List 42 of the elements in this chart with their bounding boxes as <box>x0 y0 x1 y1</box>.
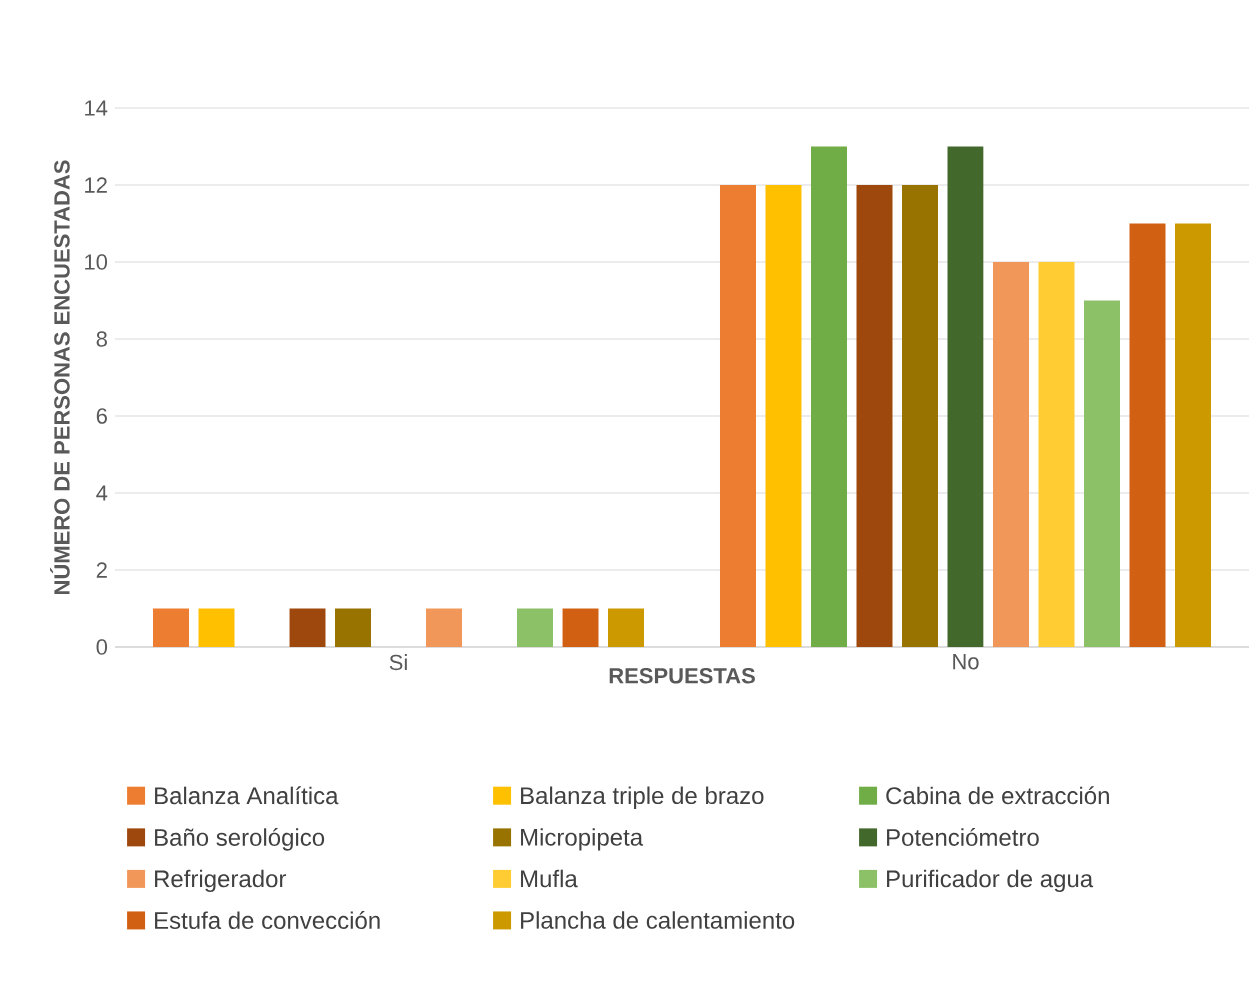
bar <box>765 184 802 647</box>
bar <box>947 146 984 647</box>
bar <box>1084 300 1120 647</box>
y-axis-title: NÚMERO DE PERSONAS ENCUESTADAS <box>50 160 70 594</box>
y-tick-label: 8 <box>96 331 107 347</box>
bar <box>1038 261 1075 647</box>
legend-label: Baño serológico <box>155 828 325 851</box>
bar <box>1129 223 1166 647</box>
legend-label: Estufa de convección <box>155 911 380 929</box>
legend-label: Mufla <box>521 869 578 888</box>
legend-label: Potenciómetro <box>887 828 1039 846</box>
bar <box>198 608 235 647</box>
bar <box>720 184 756 647</box>
bar <box>153 608 190 647</box>
bar <box>335 608 371 647</box>
bar <box>562 608 599 647</box>
legend-label: Refrigerador <box>155 869 287 893</box>
y-tick-label: 10 <box>85 254 108 270</box>
bar <box>426 608 462 647</box>
legend-label: Cabina de extracción <box>886 786 1109 805</box>
legend-label: Plancha de calentamiento <box>521 911 795 929</box>
bar <box>811 146 847 647</box>
bar <box>289 608 326 647</box>
bar <box>608 608 644 647</box>
legend-label: Micropipeta <box>521 828 644 851</box>
x-axis-title: RESPUESTAS <box>609 667 755 684</box>
y-tick-label: 12 <box>85 177 107 193</box>
x-tick-label: No <box>953 654 979 670</box>
legend-label: Balanza Analítica <box>155 786 339 805</box>
bar <box>517 608 553 647</box>
y-tick-label: 6 <box>96 408 107 424</box>
bar <box>1175 223 1211 647</box>
legend-label: Purificador de agua <box>887 869 1094 893</box>
bar <box>856 184 893 647</box>
y-tick-label: 4 <box>96 485 108 501</box>
bar <box>993 261 1029 647</box>
legend-label: Balanza triple de brazo <box>521 786 764 809</box>
y-tick-label: 0 <box>96 639 108 655</box>
y-tick-label: 2 <box>96 562 107 578</box>
bar <box>902 184 938 647</box>
y-tick-label: 14 <box>85 100 108 116</box>
x-tick-label: Si <box>389 654 407 671</box>
